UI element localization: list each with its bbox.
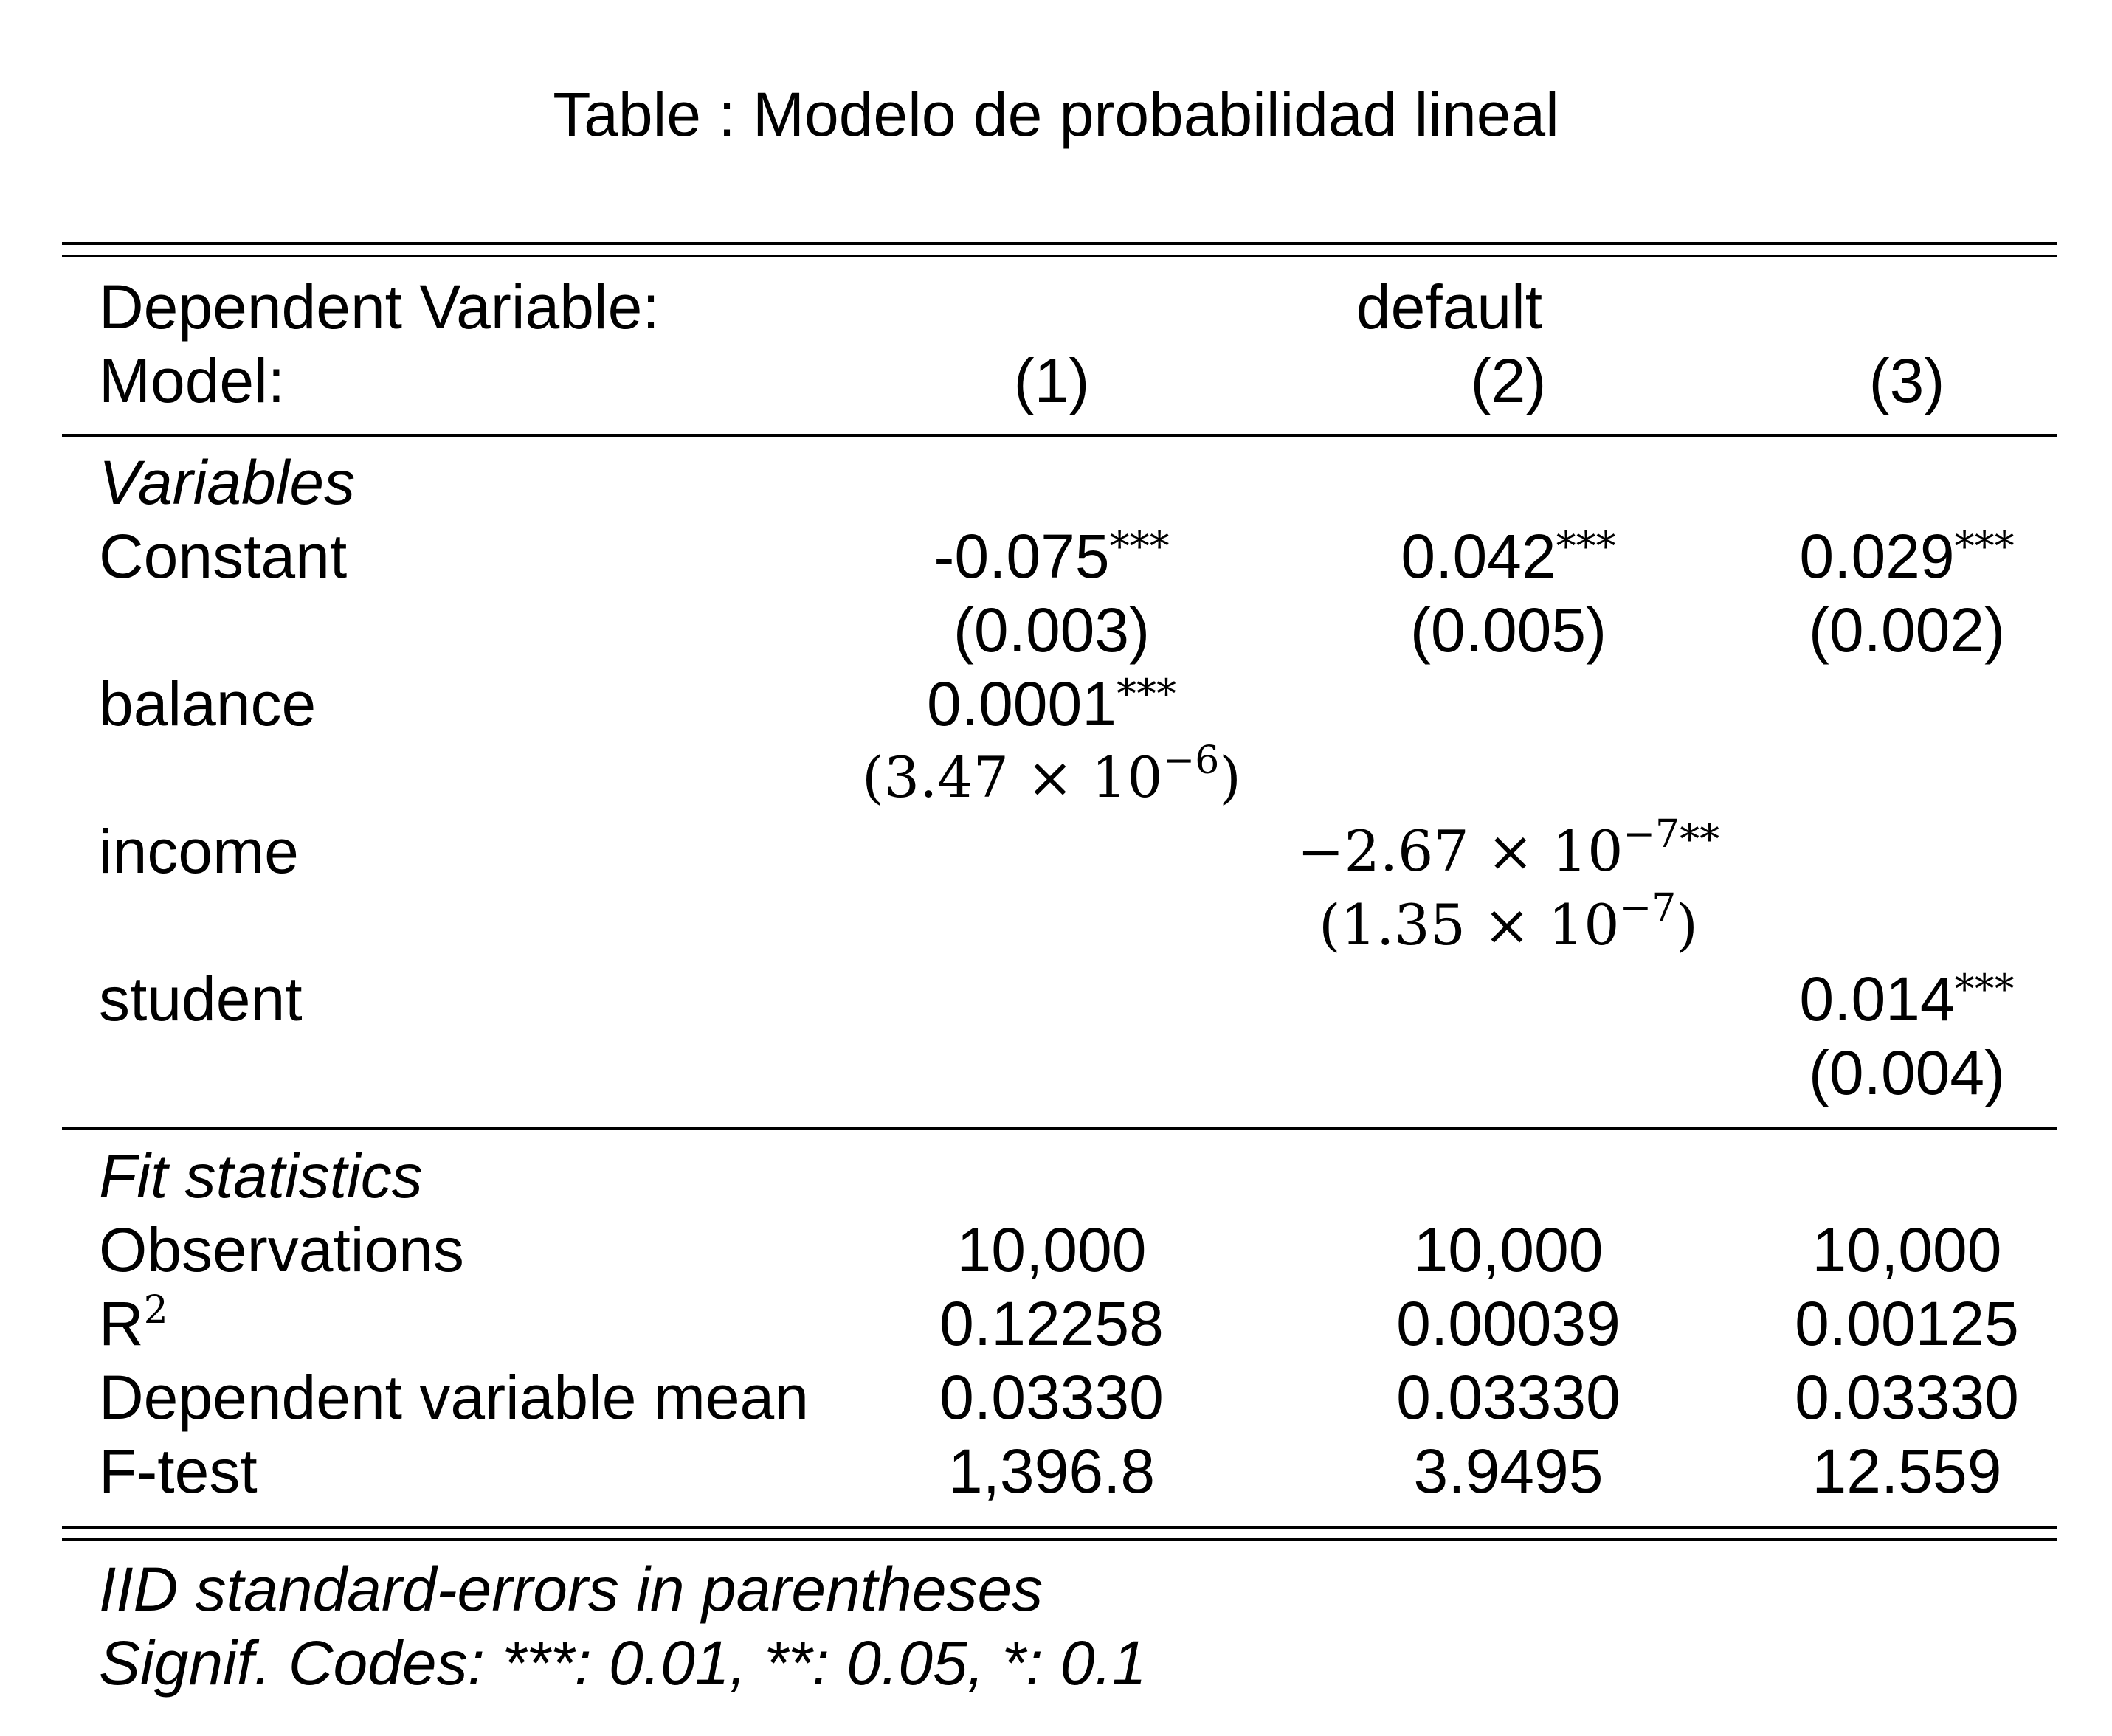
row-label-f-test: F-test [99,1436,258,1506]
constant-estimate-model-1: -0.075*** [934,519,1169,593]
model-3-header: (3) [1868,346,1945,415]
se-open-paren: ( [1319,892,1341,958]
top-rule-inner [62,255,2057,257]
se-open-paren: ( [862,744,884,810]
variables-heading: Variables [99,448,356,517]
estimate-value: -0.075 [934,522,1110,591]
significance-stars: *** [1116,671,1176,717]
se-close-paren: ) [1676,892,1698,958]
top-rule [62,242,2057,245]
student-estimate-model-3: 0.014*** [1799,962,2014,1036]
dependent-variable-mean-model-1: 0.03330 [939,1363,1164,1432]
se-exponent: −7 [1619,886,1677,930]
r-squared-model-2: 0.00039 [1396,1289,1621,1358]
dependent-variable-mean-model-3: 0.03330 [1795,1363,2019,1432]
row-label-student: student [99,964,303,1034]
constant-se-model-3: (0.002) [1808,595,2006,665]
observations-model-3: 10,000 [1812,1215,2002,1284]
footnote-standard-errors: IID standard-errors in parentheses [99,1555,1043,1624]
r-squared-model-3: 0.00125 [1795,1289,2019,1358]
table-title: Table : Modelo de probabilidad lineal [553,80,1559,149]
significance-stars: *** [1954,966,2015,1012]
r-squared-superscript: 2 [143,1288,168,1332]
row-label-income: income [99,817,299,886]
fit-section-rule [62,1127,2057,1130]
dependent-variable-label: Dependent Variable: [99,272,660,342]
estimate-value: 0.014 [1799,964,1955,1034]
model-2-header: (2) [1470,346,1547,415]
se-exponent: −6 [1162,739,1220,783]
balance-estimate-model-1: 0.0001*** [927,667,1176,741]
income-se-model-2: (1.35 × 10−7) [1319,888,1698,962]
balance-se-model-1: (3.47 × 10−6) [862,741,1241,815]
constant-estimate-model-2: 0.042*** [1401,519,1615,593]
significance-stars: *** [1954,523,2015,570]
constant-se-model-2: (0.005) [1409,595,1607,665]
footnote-significance-codes: Signif. Codes: ***: 0.01, **: 0.05, *: 0… [99,1628,1147,1698]
estimate-value: 0.029 [1799,522,1955,591]
estimate-mantissa: −2.67 × 10 [1297,818,1623,884]
significance-stars: *** [1109,523,1170,570]
estimate-exponent: −7 [1623,812,1680,857]
row-label-balance: balance [99,669,317,739]
r-squared-base: R [99,1289,144,1358]
income-estimate-model-2: −2.67 × 10−7** [1297,815,1719,888]
fit-statistics-heading: Fit statistics [99,1141,423,1211]
bottom-rule-inner [62,1538,2057,1541]
f-test-model-3: 12.559 [1812,1436,2002,1506]
row-label-constant: Constant [99,522,348,591]
observations-model-1: 10,000 [956,1215,1147,1284]
header-rule [62,434,2057,437]
constant-se-model-1: (0.003) [953,595,1150,665]
row-label-observations: Observations [99,1215,464,1284]
se-close-paren: ) [1219,744,1241,810]
constant-estimate-model-3: 0.029*** [1799,519,2014,593]
row-label-r-squared: R2 [99,1287,168,1360]
dependent-variable-mean-model-2: 0.03330 [1396,1363,1621,1432]
bottom-rule [62,1526,2057,1529]
estimate-value: 0.0001 [927,669,1117,739]
se-mantissa: 3.47 × 10 [883,744,1163,810]
significance-stars: ** [1680,816,1720,862]
estimate-value: 0.042 [1401,522,1556,591]
student-se-model-3: (0.004) [1808,1038,2006,1107]
model-1-header: (1) [1013,346,1090,415]
observations-model-2: 10,000 [1413,1215,1604,1284]
dependent-variable-value: default [1356,272,1543,342]
model-label: Model: [99,346,286,415]
se-mantissa: 1.35 × 10 [1340,892,1620,958]
row-label-dependent-variable-mean: Dependent variable mean [99,1363,809,1432]
r-squared-model-1: 0.12258 [939,1289,1164,1358]
f-test-model-1: 1,396.8 [948,1436,1156,1506]
significance-stars: *** [1556,523,1616,570]
f-test-model-2: 3.9495 [1413,1436,1604,1506]
